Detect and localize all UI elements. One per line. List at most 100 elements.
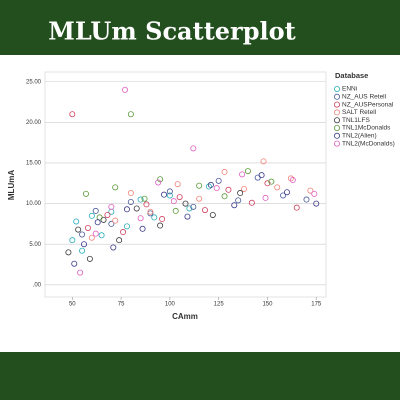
point — [88, 234, 95, 241]
point — [84, 224, 91, 231]
point — [239, 171, 246, 178]
point — [176, 194, 183, 201]
point — [213, 185, 220, 192]
point — [166, 192, 173, 199]
point — [196, 182, 203, 189]
legend-label: TNL1McDonalds — [342, 125, 391, 132]
point — [86, 255, 93, 262]
point — [92, 230, 99, 237]
point — [190, 203, 197, 210]
point — [170, 198, 177, 205]
point — [123, 223, 130, 230]
point — [127, 111, 134, 118]
point — [127, 198, 134, 205]
legend-label: TNL2(Alien) — [342, 133, 377, 140]
point — [147, 210, 154, 217]
point — [123, 206, 130, 213]
point — [69, 237, 76, 244]
plot-frame — [44, 71, 327, 298]
point — [104, 211, 111, 218]
point — [182, 200, 189, 207]
point — [161, 191, 168, 198]
point — [311, 190, 318, 197]
legend-marker — [333, 109, 340, 116]
point — [190, 145, 197, 152]
point — [262, 194, 269, 201]
y-tick-label: 10.00 — [26, 201, 42, 207]
point — [157, 176, 164, 183]
point — [120, 229, 127, 236]
point — [143, 201, 150, 208]
point — [137, 215, 144, 222]
x-tick-label: 50 — [69, 302, 76, 308]
point — [127, 190, 134, 197]
point — [258, 172, 265, 179]
point — [268, 178, 275, 185]
point — [248, 199, 255, 206]
point — [141, 195, 148, 202]
legend-label: NZ_AUS Retell — [342, 94, 387, 101]
point — [184, 213, 191, 220]
point — [209, 211, 216, 218]
point — [73, 218, 80, 225]
point — [116, 237, 123, 244]
point — [108, 220, 115, 227]
point — [79, 231, 86, 238]
point — [287, 175, 294, 182]
y-tick-label: 5.00 — [29, 242, 41, 248]
point — [133, 205, 140, 212]
y-tick-label: 20.00 — [26, 120, 42, 126]
legend-marker — [333, 93, 340, 100]
point — [235, 197, 242, 204]
point — [81, 241, 88, 248]
chart-title: MLUm Scatterplot — [48, 17, 295, 46]
point — [293, 204, 300, 211]
point — [155, 179, 162, 186]
point — [79, 247, 86, 254]
point — [65, 249, 72, 256]
point — [231, 202, 238, 209]
point — [69, 111, 76, 118]
point — [260, 158, 267, 165]
point — [207, 181, 214, 188]
legend-title: Database — [335, 71, 368, 80]
point — [186, 205, 193, 212]
point — [139, 225, 146, 232]
point — [172, 207, 179, 214]
legend-marker — [333, 125, 340, 132]
point — [137, 196, 144, 203]
point — [159, 216, 166, 223]
x-tick-label: 75 — [118, 302, 125, 308]
legend-label: NZ_AUSPersonal — [342, 101, 394, 108]
point — [221, 193, 228, 200]
y-tick-label: 25.00 — [26, 79, 42, 85]
point — [147, 208, 154, 215]
point — [244, 168, 251, 175]
point — [82, 190, 89, 197]
point — [280, 192, 287, 199]
header-band — [0, 0, 400, 55]
y-tick-label: 15.00 — [26, 161, 42, 167]
point — [202, 207, 209, 214]
point — [313, 200, 320, 207]
point — [205, 183, 212, 190]
point — [289, 177, 296, 184]
legend-label: SALT Retell — [342, 109, 377, 116]
legend-label: TNL2(McDonalds) — [342, 140, 395, 147]
point — [241, 185, 248, 192]
x-tick-label: 125 — [214, 302, 225, 308]
point — [157, 222, 164, 229]
x-tick-label: 150 — [262, 302, 273, 308]
point — [75, 226, 82, 233]
legend-label: ENNi — [342, 86, 357, 93]
point — [96, 214, 103, 221]
legend-marker — [333, 86, 340, 93]
point — [77, 269, 84, 276]
point — [174, 181, 181, 188]
legend-label: TNL1LFS — [342, 117, 370, 124]
point — [100, 216, 107, 223]
point — [88, 212, 95, 219]
point — [225, 186, 232, 193]
